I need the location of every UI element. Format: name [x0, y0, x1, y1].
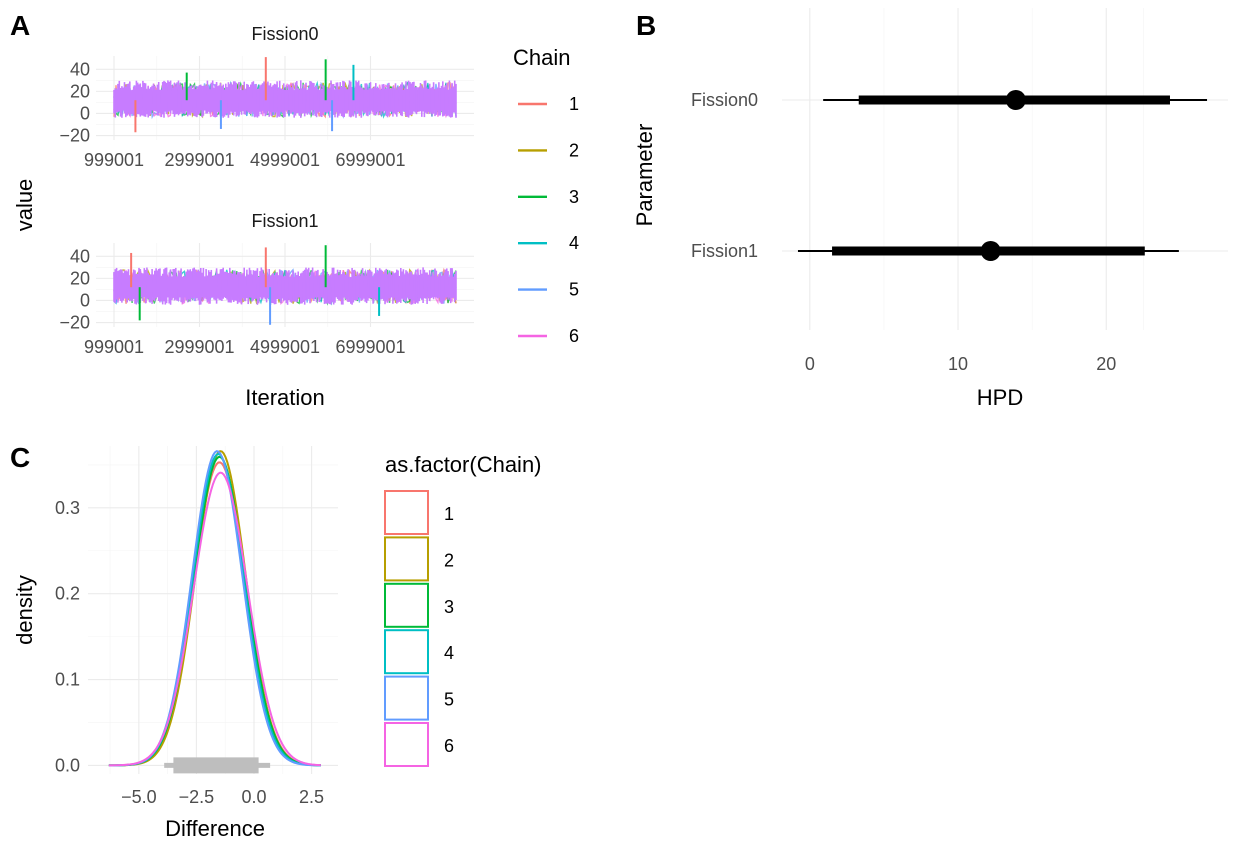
density-curve-chain-5 — [108, 450, 321, 767]
y-ticks-b: Fission0 Fission1 — [691, 90, 758, 261]
legend-items-as-factor-chain: 1 2 3 4 5 6 — [384, 490, 454, 767]
trace-band-fission1 — [113, 267, 457, 306]
y-tick-label-a: 20 — [70, 268, 90, 288]
density-curve-chain-4 — [108, 452, 321, 767]
legend-label-as-factor-chain: 5 — [444, 690, 454, 710]
x-tick-label-c: 0.0 — [241, 787, 266, 807]
legend-label-chain: 5 — [569, 280, 579, 300]
density-curve-chain-6 — [108, 471, 321, 767]
legend-key-as-factor-chain-2 — [384, 536, 429, 582]
x-tick-label-b: 10 — [948, 354, 968, 374]
density-curve-chain-3 — [108, 455, 321, 767]
facet-title-fission1: Fission1 — [251, 211, 318, 231]
x-ticks-c: −5.0 −2.5 0.0 2.5 — [121, 787, 324, 807]
y-tick-label-a: 0 — [80, 290, 90, 310]
legend-key-as-factor-chain-4 — [384, 629, 429, 675]
gridlines-b — [782, 8, 1228, 330]
panel-tag-a: A — [10, 10, 30, 41]
y-tick-label-a: −20 — [59, 126, 90, 146]
point-estimate-Fission1 — [980, 241, 1001, 261]
x-tick-label-b: 20 — [1096, 354, 1116, 374]
x-tick-label-a: 2999001 — [164, 337, 234, 357]
panel-c: 0.0 0.1 0.2 0.3 −5.0 −2.5 0.0 2.5 Difference d… — [12, 446, 542, 841]
x-axis-title-b: HPD — [977, 385, 1023, 410]
y-tick-label-a: 20 — [70, 81, 90, 101]
trace-spikes-fission1 — [130, 245, 381, 325]
panel-tag-c: C — [10, 442, 30, 473]
y-tick-label-a: −20 — [59, 313, 90, 333]
legend-items-chain: 1 2 3 4 5 6 — [518, 94, 579, 346]
legend-label-as-factor-chain: 1 — [444, 504, 454, 524]
y-tick-label-c: 0.2 — [55, 584, 80, 604]
x-tick-label-b: 0 — [805, 354, 815, 374]
y-tick-label-a: 0 — [80, 103, 90, 123]
x-axis-title-a: Iteration — [245, 385, 325, 410]
x-tick-label-a: 999001 — [84, 150, 144, 170]
x-ticks-fission0: 999001 2999001 4999001 6999001 — [84, 150, 406, 170]
y-tick-label-b: Fission0 — [691, 90, 758, 110]
legend-label-chain: 6 — [569, 326, 579, 346]
facet-title-fission0: Fission0 — [251, 24, 318, 44]
gridlines-c — [88, 446, 338, 774]
x-tick-label-a: 2999001 — [164, 150, 234, 170]
legend-label-chain: 2 — [569, 140, 579, 160]
x-tick-label-c: −2.5 — [179, 787, 215, 807]
density-curves-c — [108, 450, 321, 767]
y-tick-label-c: 0.3 — [55, 498, 80, 518]
x-tick-label-a: 6999001 — [335, 337, 405, 357]
legend-label-as-factor-chain: 4 — [444, 643, 454, 663]
legend-key-as-factor-chain-3 — [384, 582, 429, 628]
trace-spikes-fission0 — [134, 57, 355, 133]
legend-title-chain: Chain — [513, 45, 570, 70]
panel-b: Fission0 Fission1 0 10 20 HPD Parameter — [632, 8, 1228, 410]
legend-key-as-factor-chain-6 — [384, 722, 429, 767]
x-tick-label-a: 999001 — [84, 337, 144, 357]
y-tick-label-c: 0.0 — [55, 755, 80, 775]
interval-marks-b — [797, 90, 1208, 261]
legend-label-chain: 3 — [569, 187, 579, 207]
x-tick-label-a: 4999001 — [250, 150, 320, 170]
y-axis-title-a: value — [12, 179, 37, 232]
legend-label-chain: 1 — [569, 94, 579, 114]
point-estimate-Fission0 — [1005, 90, 1026, 110]
y-axis-title-c: density — [12, 575, 37, 645]
y-tick-label-a: 40 — [70, 59, 90, 79]
y-axis-title-b: Parameter — [632, 124, 657, 227]
x-tick-label-a: 6999001 — [335, 150, 405, 170]
x-tick-label-a: 4999001 — [250, 337, 320, 357]
y-tick-label-c: 0.1 — [55, 670, 80, 690]
panel-tag-b: B — [636, 10, 656, 41]
x-axis-title-c: Difference — [165, 816, 265, 841]
legend-label-as-factor-chain: 2 — [444, 550, 454, 570]
legend-as-factor-chain: as.factor(Chain) 1 2 3 4 5 6 — [384, 452, 542, 767]
y-tick-label-a: 40 — [70, 246, 90, 266]
x-ticks-fission1: 999001 2999001 4999001 6999001 — [84, 337, 406, 357]
legend-title-as-factor-chain: as.factor(Chain) — [385, 452, 542, 477]
legend-label-as-factor-chain: 3 — [444, 597, 454, 617]
y-ticks-c: 0.0 0.1 0.2 0.3 — [55, 498, 80, 776]
legend-key-as-factor-chain-1 — [384, 490, 429, 535]
legend-label-chain: 4 — [569, 233, 579, 253]
x-tick-label-c: −5.0 — [121, 787, 157, 807]
y-tick-label-b: Fission1 — [691, 241, 758, 261]
x-ticks-b: 0 10 20 — [805, 354, 1116, 374]
legend-label-as-factor-chain: 6 — [444, 736, 454, 756]
legend-chain: Chain 1 2 3 4 5 6 — [513, 45, 579, 346]
x-tick-label-c: 2.5 — [299, 787, 324, 807]
legend-key-as-factor-chain-5 — [384, 675, 429, 721]
density-curve-chain-2 — [108, 450, 321, 767]
